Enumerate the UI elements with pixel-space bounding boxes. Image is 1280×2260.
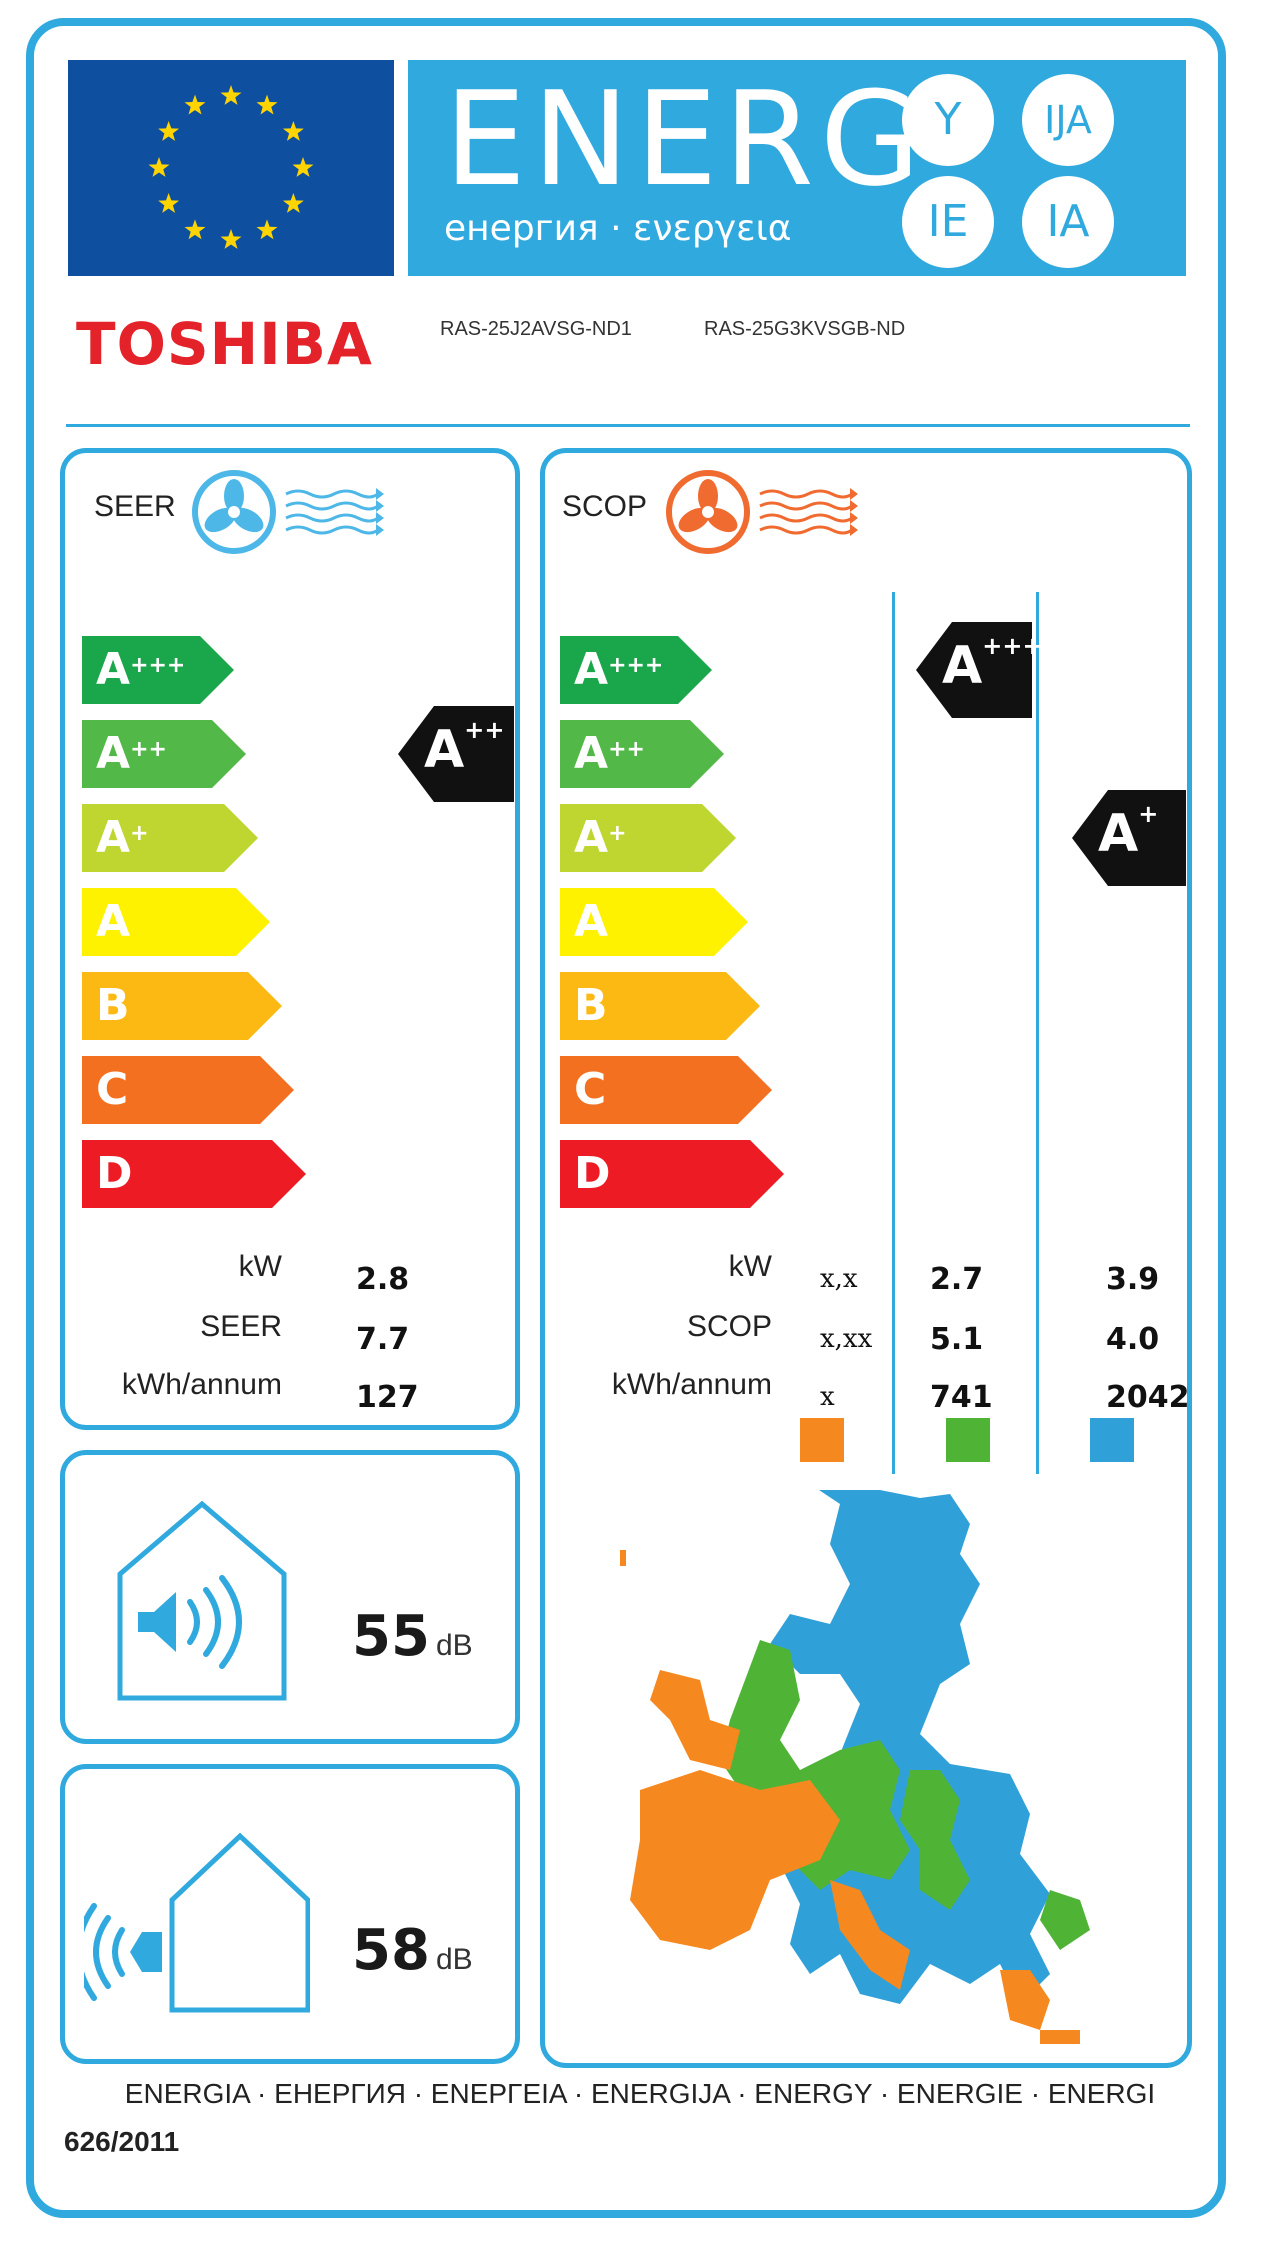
- seer-value: 127: [356, 1380, 419, 1415]
- class-label: A: [574, 896, 609, 947]
- brand-name: TOSHIBA: [76, 310, 373, 378]
- suffix-bubble: Y: [902, 74, 994, 166]
- seer-row-label: kW: [238, 1250, 282, 1283]
- scop-title: SCOP: [562, 490, 648, 523]
- class-label: D: [96, 1148, 133, 1199]
- class-label: A+: [574, 812, 627, 863]
- model-indoor: RAS-25J2AVSG-ND1: [440, 318, 632, 340]
- eu-star: [148, 157, 170, 177]
- scop-cold-value: 2042: [1106, 1380, 1190, 1415]
- energy-class-bar: A++: [560, 720, 724, 788]
- fan-heating-icon: [666, 470, 858, 554]
- eu-star: [282, 193, 304, 213]
- class-label: C: [574, 1064, 607, 1115]
- scop-row-label: kWh/annum: [611, 1368, 772, 1401]
- seer-row-label: kWh/annum: [121, 1368, 282, 1401]
- class-label: A++: [574, 728, 645, 779]
- class-label: B: [96, 980, 130, 1031]
- energy-class-bar: B: [560, 972, 760, 1040]
- zone-divider: [1036, 592, 1039, 1474]
- seer-row-label: SEER: [200, 1310, 282, 1343]
- energy-class-bar: A+++: [560, 636, 712, 704]
- energy-class-bar: A: [560, 888, 748, 956]
- seer-panel: [60, 448, 520, 1430]
- model-outdoor: RAS-25G3KVSGB-ND: [704, 318, 906, 340]
- scop-average-value: 2.7: [930, 1262, 984, 1297]
- scop-cold-value: 4.0: [1106, 1322, 1160, 1357]
- energy-class-bar: C: [82, 1056, 294, 1124]
- scop-average-value: 5.1: [930, 1322, 984, 1357]
- rating-arrow: A+: [1072, 790, 1186, 886]
- class-label: A++: [424, 716, 505, 780]
- energy-class-bar: A++: [82, 720, 246, 788]
- energy-class-bar: C: [560, 1056, 772, 1124]
- eu-star: [256, 219, 278, 240]
- zone-cold-square: [1090, 1418, 1134, 1462]
- seer-value: 7.7: [356, 1322, 410, 1357]
- energy-subtitle: енергия · ενεργεια: [444, 208, 792, 249]
- class-label: A+++: [942, 632, 1043, 696]
- regulation-number: 626/2011: [64, 2126, 180, 2157]
- eu-star: [158, 121, 180, 141]
- scop-row-label: kW: [728, 1250, 772, 1283]
- suffix-bubble: IE: [902, 176, 994, 268]
- class-label: D: [574, 1148, 611, 1199]
- energy-class-bar: A: [82, 888, 270, 956]
- zone-warm-square: [800, 1418, 844, 1462]
- eu-flag: [68, 60, 394, 276]
- energy-class-bar: A+: [82, 804, 258, 872]
- eu-star: [158, 193, 180, 213]
- class-label: B: [574, 980, 608, 1031]
- eu-star: [220, 85, 242, 105]
- scop-warm-value: x: [820, 1382, 835, 1412]
- noise-unit: dB: [435, 1629, 473, 1662]
- suffix-bubble: IJA: [1022, 74, 1114, 166]
- scop-warm-value: x,x: [820, 1264, 858, 1294]
- class-label: A+++: [96, 644, 186, 695]
- eu-star: [184, 219, 206, 240]
- eu-star: [282, 121, 304, 141]
- suffix-bubble: IA: [1022, 176, 1114, 268]
- header-divider: [66, 424, 1190, 427]
- noise-indoor-panel: [60, 1450, 520, 1744]
- scop-average-value: 741: [930, 1380, 993, 1415]
- class-label: A+: [1098, 800, 1159, 864]
- zone-divider: [892, 592, 895, 1474]
- scop-row-label: SCOP: [686, 1310, 772, 1343]
- europe-climate-map-icon: [620, 1490, 1090, 2044]
- indoor-sound-icon: [117, 1500, 287, 1701]
- energy-class-bar: D: [560, 1140, 784, 1208]
- noise-outdoor-value: 58 dB: [352, 1918, 473, 1983]
- eu-star: [292, 157, 314, 177]
- energy-banner: ENERG енергия · ενεργεια Y IJA IE IA: [408, 60, 1186, 276]
- class-label: A: [96, 896, 131, 947]
- class-label: A+: [96, 812, 149, 863]
- scop-warm-value: x,xx: [820, 1324, 873, 1354]
- eu-star: [184, 94, 206, 115]
- energy-class-bar: B: [82, 972, 282, 1040]
- noise-indoor-value: 55 dB: [352, 1604, 473, 1669]
- class-label: A++: [96, 728, 167, 779]
- rating-arrow: A+++: [916, 622, 1043, 718]
- seer-value: 2.8: [356, 1262, 410, 1297]
- outdoor-sound-icon: [84, 1832, 310, 2013]
- fan-cooling-icon: [192, 470, 384, 554]
- scop-cold-value: 3.9: [1106, 1262, 1160, 1297]
- energy-class-bar: A+++: [82, 636, 234, 704]
- footer-languages: ENERGIA · ЕНЕРГИЯ · ΕΝΕΡΓΕΙΑ · ENERGIJA …: [124, 2078, 1156, 2109]
- scop-panel: [540, 448, 1192, 2068]
- seer-title: SEER: [94, 490, 176, 523]
- class-label: A+++: [574, 644, 664, 695]
- eu-star: [256, 94, 278, 115]
- class-label: C: [96, 1064, 129, 1115]
- noise-unit: dB: [435, 1943, 473, 1976]
- energy-class-bar: A+: [560, 804, 736, 872]
- rating-arrow: A++: [398, 706, 514, 802]
- energy-word: ENERG: [444, 63, 927, 215]
- eu-star: [220, 229, 242, 249]
- zone-average-square: [946, 1418, 990, 1462]
- noise-outdoor-panel: [60, 1764, 520, 2064]
- eu-stars-icon: [148, 85, 314, 249]
- energy-class-bar: D: [82, 1140, 306, 1208]
